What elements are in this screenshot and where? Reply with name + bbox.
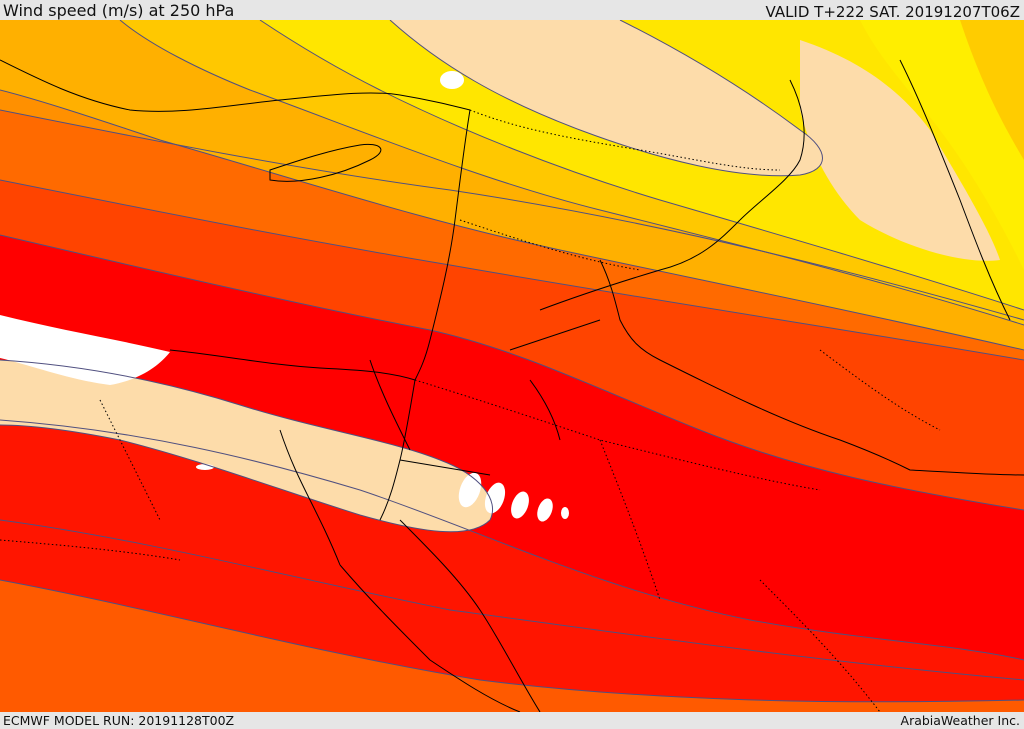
white-lobe xyxy=(484,482,506,514)
map-header: Wind speed (m/s) at 250 hPa VALID T+222 … xyxy=(0,0,1024,21)
band-yellow-east xyxy=(860,20,1024,270)
band-peach-east xyxy=(800,40,1000,261)
white-lobe xyxy=(537,498,553,522)
model-run-label: ECMWF MODEL RUN: 20191128T00Z xyxy=(3,713,235,728)
political-borders xyxy=(0,109,941,712)
band-white-west xyxy=(0,315,170,385)
map-footer: ECMWF MODEL RUN: 20191128T00Z ArabiaWeat… xyxy=(0,712,1024,729)
isotach-contours xyxy=(0,20,1024,703)
credit-label: ArabiaWeather Inc. xyxy=(900,713,1020,728)
band-gold-east xyxy=(960,20,1024,160)
white-lobe xyxy=(440,71,464,89)
map-title: Wind speed (m/s) at 250 hPa xyxy=(3,1,235,20)
coastlines xyxy=(0,59,1011,712)
band-peach-sinai xyxy=(0,360,493,532)
band-peach-north-jet xyxy=(390,20,823,176)
wind-speed-map[interactable] xyxy=(0,20,1024,712)
white-lobe xyxy=(196,464,214,470)
valid-time-label: VALID T+222 SAT. 20191207T06Z xyxy=(765,3,1020,21)
white-lobe xyxy=(458,472,482,508)
map-canvas xyxy=(0,20,1024,712)
white-lobe xyxy=(511,491,529,519)
band-orange-south xyxy=(0,580,1024,712)
white-lobe xyxy=(561,507,569,519)
country-borders xyxy=(369,79,1024,476)
